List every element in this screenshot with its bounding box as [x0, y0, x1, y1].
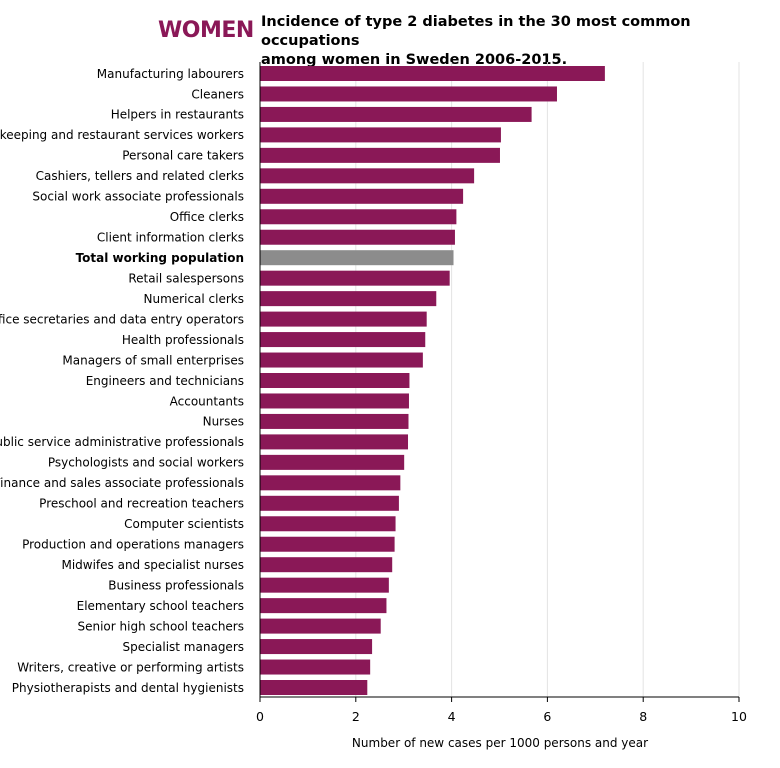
gender-tag: WOMEN [158, 18, 254, 43]
bar [260, 495, 399, 511]
bar [260, 434, 409, 450]
bar [260, 209, 457, 225]
category-label: Computer scientists [124, 517, 244, 531]
bar [260, 332, 426, 348]
category-label: Physiotherapists and dental hygienists [12, 681, 244, 695]
bar [260, 516, 396, 532]
category-label: Writers, creative or performing artists [17, 660, 244, 674]
bar [260, 475, 401, 491]
bar-total-working-population [260, 250, 454, 266]
bar [260, 66, 605, 81]
bar [260, 86, 557, 102]
bar [260, 270, 450, 286]
category-label: Numerical clerks [144, 292, 244, 306]
category-label: Manufacturing labourers [97, 67, 244, 81]
x-tick-label: 6 [543, 709, 551, 724]
bar [260, 168, 475, 184]
x-tick-label: 0 [256, 709, 264, 724]
category-label: Engineers and technicians [86, 374, 244, 388]
bar [260, 639, 373, 655]
category-label: Office clerks [170, 210, 244, 224]
x-axis: 0 2 4 6 8 10 Number of new cases per 1000 pers… [256, 62, 747, 750]
category-label: Production and operations managers [22, 538, 244, 552]
category-label: Midwifes and specialist nurses [61, 558, 244, 572]
bar [260, 659, 371, 675]
category-label: Nurses [203, 415, 244, 429]
category-label-total-working-population: Total working population [76, 251, 244, 265]
chart-title: Incidence of type 2 diabetes in the 30 m… [261, 13, 761, 70]
x-tick-label: 8 [639, 709, 647, 724]
category-label: Housekeeping and restaurant services wor… [0, 128, 244, 142]
category-label: Finance and sales associate professional… [0, 476, 244, 490]
category-label: Preschool and recreation teachers [39, 497, 244, 511]
bar [260, 413, 409, 429]
bar [260, 106, 532, 122]
bar [260, 577, 389, 593]
category-label: Cleaners [191, 87, 244, 101]
bar [260, 536, 395, 552]
category-label: Social work associate professionals [32, 190, 244, 204]
category-label: Business professionals [108, 578, 244, 592]
category-label: Personal care takers [122, 149, 244, 163]
category-label: Client information clerks [97, 231, 244, 245]
bars [260, 66, 605, 695]
x-tick-label: 10 [731, 709, 747, 724]
bar [260, 311, 427, 327]
bar [260, 352, 423, 368]
bar [260, 454, 405, 470]
bar [260, 618, 381, 634]
bar [260, 557, 393, 573]
category-label: Cashiers, tellers and related clerks [36, 169, 244, 183]
bar [260, 188, 464, 204]
x-axis-title: Number of new cases per 1000 persons and… [352, 736, 648, 750]
category-labels: Manufacturing labourers Cleaners Helpers i… [0, 67, 244, 695]
chart-title-line-2: among women in Sweden 2006-2015. [261, 52, 568, 68]
category-label: Helpers in restaurants [111, 108, 244, 122]
category-label: Senior high school teachers [77, 619, 244, 633]
x-tick-label: 4 [448, 709, 456, 724]
bar [260, 147, 500, 163]
category-label: Managers of small enterprises [62, 353, 244, 367]
category-label: Office secretaries and data entry operat… [0, 312, 244, 326]
category-label: Accountants [170, 394, 244, 408]
bar [260, 598, 387, 614]
chart-title-line-1: Incidence of type 2 diabetes in the 30 m… [261, 14, 691, 49]
x-tick-label: 2 [352, 709, 360, 724]
bar [260, 229, 455, 245]
bar [260, 127, 501, 143]
category-label: Specialist managers [122, 640, 244, 654]
bar [260, 680, 368, 695]
bar [260, 393, 409, 409]
category-label: Retail salespersons [128, 271, 244, 285]
bar [260, 291, 437, 307]
category-label: Health professionals [122, 333, 244, 347]
category-label: Public service administrative profession… [0, 435, 244, 449]
bar [260, 373, 410, 388]
category-label: Psychologists and social workers [48, 456, 244, 470]
category-label: Elementary school teachers [77, 599, 244, 613]
